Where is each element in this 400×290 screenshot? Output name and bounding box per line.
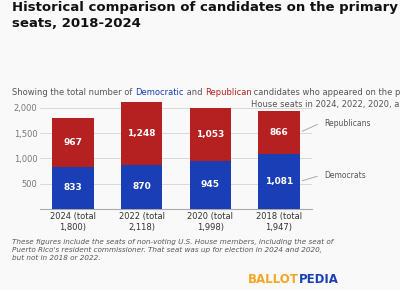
Bar: [121, 165, 162, 209]
Text: 945: 945: [201, 180, 220, 189]
Text: PEDIA: PEDIA: [299, 273, 339, 286]
Text: Historical comparison of candidates on the primary ballot for U.S. House
seats, : Historical comparison of candidates on t…: [12, 1, 400, 30]
Bar: [121, 102, 162, 165]
Text: Democratic: Democratic: [135, 88, 184, 97]
Text: 833: 833: [64, 183, 82, 192]
Text: and: and: [184, 88, 205, 97]
Text: 1,081: 1,081: [265, 177, 293, 186]
Text: BALLOT: BALLOT: [248, 273, 299, 286]
Text: These figures include the seats of non-voting U.S. House members, including the : These figures include the seats of non-v…: [12, 239, 333, 260]
Text: 870: 870: [132, 182, 151, 191]
Bar: [52, 167, 94, 209]
Text: Democrats: Democrats: [324, 171, 366, 180]
Text: Republicans: Republicans: [324, 119, 370, 128]
Bar: [190, 161, 231, 209]
Text: 866: 866: [270, 128, 288, 137]
Text: 967: 967: [64, 138, 82, 147]
Bar: [190, 108, 231, 161]
Text: 1,053: 1,053: [196, 130, 224, 139]
Bar: [52, 118, 94, 167]
Text: 1,248: 1,248: [128, 129, 156, 138]
Bar: [258, 110, 300, 154]
Bar: [258, 154, 300, 209]
Text: Showing the total number of: Showing the total number of: [12, 88, 135, 97]
Text: candidates who appeared on the primary ballot for U.S.
House seats in 2024, 2022: candidates who appeared on the primary b…: [251, 88, 400, 108]
Text: Republican: Republican: [205, 88, 251, 97]
